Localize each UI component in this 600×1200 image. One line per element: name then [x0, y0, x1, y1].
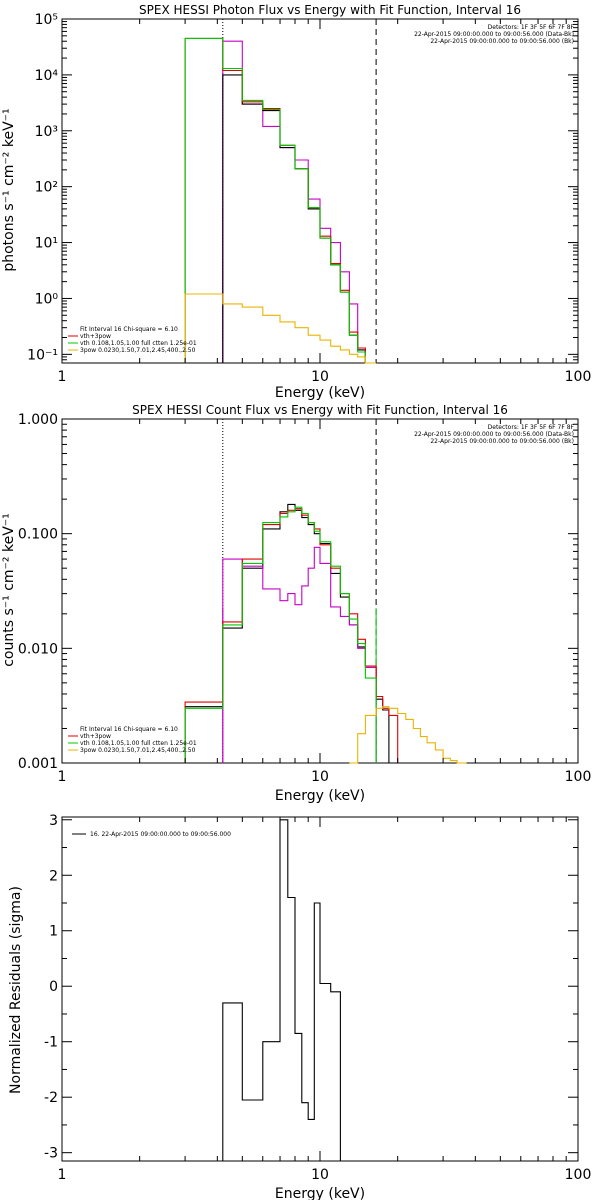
legend-entry: vth+3pow [80, 333, 111, 340]
y-tick-label: 3 [49, 813, 58, 829]
series-line [349, 706, 467, 764]
legend-entry: Fit Interval 16 Chi-square = 6.10 [80, 726, 178, 733]
series-line [184, 293, 377, 364]
legend-entry: 22-Apr-2015 09:00:00.000 to 09:00:56.000… [414, 31, 574, 38]
chart-title: SPEX HESSI Count Flux vs Energy with Fit… [132, 403, 508, 417]
y-tick-label: 0 [49, 979, 58, 995]
legend-right: Detectors: 1F 3F 5F 6F 7F 8F22-Apr-2015 … [414, 24, 574, 45]
x-tick-label: 10 [311, 769, 329, 785]
legend-entry: vth+3pow [80, 733, 111, 740]
x-axis-label: Energy (keV) [275, 788, 365, 804]
y-tick-marks: 10⁻¹ 10⁰ 10¹ 10² 10³ 10⁴ 10⁵ [27, 12, 578, 364]
y-tick-label: -3 [44, 1146, 58, 1162]
x-tick-label: 10 [311, 1167, 329, 1183]
series-line [222, 546, 377, 763]
legend-entry: vth 0.108,1.05,1.00 full ctten 1.25e-01 [80, 340, 197, 347]
legend-entry: 3pow 0.0230,1.50,7.01,2.45,400.,2.50 [80, 747, 196, 754]
plot-frame [61, 418, 579, 764]
legend-entry: 16. 22-Apr-2015 09:00:00.000 to 09:00:56… [90, 831, 231, 838]
plot-frame [61, 816, 579, 1162]
y-tick-label: 0.100 [18, 527, 58, 543]
x-tick-label: 100 [565, 1167, 592, 1183]
y-axis-label: counts s⁻¹ cm⁻² keV⁻¹ [1, 513, 17, 667]
legend-right: Detectors: 1F 3F 5F 6F 7F 8F22-Apr-2015 … [414, 424, 574, 445]
legend: 16. 22-Apr-2015 09:00:00.000 to 09:00:56… [72, 831, 231, 838]
x-tick-label: 100 [565, 369, 592, 385]
chart-title: SPEX HESSI Photon Flux vs Energy with Fi… [139, 3, 521, 17]
x-tick-marks: 1 10 100 [58, 817, 592, 1183]
residuals-panel: 1 10 100 -3 -2 -1 0 1 2 3 Energy (keV) Normalize… [8, 813, 591, 1200]
y-tick-label: 1.000 [18, 412, 58, 428]
legend-entry: Detectors: 1F 3F 5F 6F 7F 8F [488, 24, 575, 31]
series-line [222, 40, 377, 364]
x-tick-marks: 1 10 100 [58, 419, 592, 785]
series-line [184, 506, 377, 763]
y-tick-marks: -3 -2 -1 0 1 2 3 [44, 813, 578, 1162]
x-tick-label: 100 [565, 769, 592, 785]
y-tick-label: 0.010 [18, 641, 58, 657]
legend-left: Fit Interval 16 Chi-square = 6.10vth+3po… [68, 726, 197, 754]
vertical-markers [222, 19, 377, 363]
x-axis-label: Energy (keV) [275, 1186, 365, 1200]
data-series [222, 819, 341, 1161]
legend-entry: 22-Apr-2015 09:00:00.000 to 09:00:56.000… [430, 38, 574, 45]
vertical-markers [222, 419, 377, 763]
series-line [184, 37, 377, 364]
x-tick-marks: 1 10 100 [58, 19, 592, 385]
y-axis-label: photons s⁻¹ cm⁻² keV⁻¹ [1, 108, 17, 271]
y-axis-label: Normalized Residuals (sigma) [8, 886, 24, 1094]
y-tick-label: 10⁰ [35, 291, 59, 307]
legend-entry: 22-Apr-2015 09:00:00.000 to 09:00:56.000… [430, 438, 574, 445]
series-line [222, 74, 377, 364]
x-tick-label: 10 [311, 369, 329, 385]
y-tick-label: -1 [44, 1035, 58, 1051]
legend-entry: 22-Apr-2015 09:00:00.000 to 09:00:56.000… [414, 431, 574, 438]
y-tick-label: 0.001 [18, 756, 58, 772]
x-tick-label: 1 [58, 1167, 67, 1183]
series-line [222, 819, 341, 1161]
legend-left: Fit Interval 16 Chi-square = 6.10vth+3po… [68, 326, 197, 354]
y-tick-label: 10⁴ [35, 68, 59, 84]
photon-flux-panel: SPEX HESSI Photon Flux vs Energy with Fi… [1, 3, 591, 401]
y-tick-label: 10¹ [35, 236, 58, 252]
series-line [184, 37, 377, 364]
plot-frame [61, 18, 579, 364]
legend-entry: Detectors: 1F 3F 5F 6F 7F 8F [488, 424, 575, 431]
data-series [184, 503, 467, 764]
y-tick-label: 10² [35, 180, 58, 196]
legend-entry: Fit Interval 16 Chi-square = 6.10 [80, 326, 178, 333]
data-series [184, 37, 377, 364]
y-tick-label: 10⁵ [35, 12, 58, 28]
count-flux-panel: SPEX HESSI Count Flux vs Energy with Fit… [1, 403, 591, 804]
y-tick-label: 10⁻¹ [27, 347, 58, 363]
legend-entry: 3pow 0.0230,1.50,7.01,2.45,400.,2.50 [80, 347, 196, 354]
x-tick-label: 1 [58, 369, 67, 385]
x-tick-label: 1 [58, 769, 67, 785]
y-tick-marks: 0.001 0.010 0.100 1.000 [18, 412, 578, 772]
y-tick-label: 10³ [35, 124, 58, 140]
y-tick-label: -2 [44, 1090, 58, 1106]
y-tick-label: 1 [49, 924, 58, 940]
legend-entry: vth 0.108,1.05,1.00 full ctten 1.25e-01 [80, 740, 197, 747]
series-line [184, 503, 390, 763]
y-tick-label: 2 [49, 868, 58, 884]
x-axis-label: Energy (keV) [275, 385, 365, 401]
